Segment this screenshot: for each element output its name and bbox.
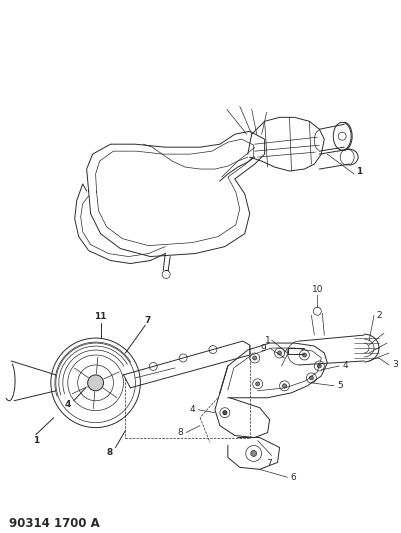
Text: 3: 3 [391, 360, 397, 369]
Text: 5: 5 [336, 381, 342, 390]
Text: 11: 11 [94, 312, 107, 321]
Text: 4: 4 [65, 400, 71, 409]
Text: 4: 4 [189, 405, 194, 414]
Circle shape [255, 382, 259, 386]
Circle shape [309, 376, 313, 380]
Circle shape [302, 353, 306, 357]
Text: 2: 2 [375, 311, 381, 320]
Circle shape [316, 364, 320, 368]
Circle shape [87, 375, 103, 391]
Circle shape [277, 351, 281, 355]
Text: 6: 6 [290, 473, 296, 482]
Text: 7: 7 [265, 459, 271, 468]
Text: 1: 1 [33, 436, 39, 445]
Text: 90314 1700 A: 90314 1700 A [9, 517, 99, 530]
Text: 8: 8 [106, 448, 112, 457]
Circle shape [252, 356, 256, 360]
Circle shape [250, 450, 256, 456]
Text: 10: 10 [311, 285, 322, 294]
Text: 7: 7 [144, 316, 150, 325]
Text: 1: 1 [355, 166, 361, 175]
Text: 9: 9 [260, 344, 266, 352]
Text: 1: 1 [264, 336, 270, 344]
Text: 4: 4 [342, 361, 347, 370]
Circle shape [282, 384, 286, 388]
Text: 8: 8 [177, 428, 182, 437]
Circle shape [222, 411, 226, 415]
